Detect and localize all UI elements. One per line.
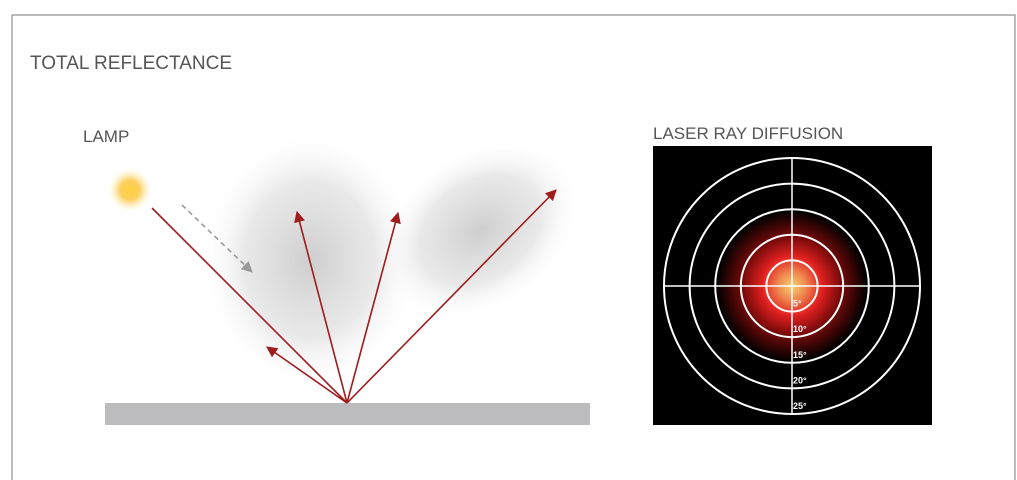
reflected-ray — [346, 211, 401, 404]
incident-direction — [181, 204, 253, 273]
haze — [378, 139, 582, 321]
ring-label: 25° — [793, 401, 807, 411]
panel-border — [11, 14, 1016, 480]
title: TOTAL REFLECTANCE — [30, 53, 232, 74]
incident-ray — [151, 207, 348, 404]
ring — [714, 208, 870, 364]
ring-label: 5° — [793, 299, 802, 309]
surface — [105, 403, 590, 425]
reflected-rays — [266, 189, 557, 404]
reflected-ray — [346, 189, 557, 404]
rings: 5° 10° 15° 20° 25° — [663, 157, 921, 415]
ring-label: 20° — [793, 375, 807, 385]
ring — [765, 259, 819, 313]
reflected-ray — [294, 210, 348, 404]
ring — [739, 233, 845, 339]
lamp — [108, 168, 152, 212]
ring — [688, 182, 896, 390]
ring-label: 10° — [793, 324, 807, 334]
laser-title: LASER RAY DIFFUSION — [653, 124, 843, 143]
lamp-label: LAMP — [83, 127, 129, 146]
reflected-ray — [266, 346, 348, 404]
ring-label: 15° — [793, 350, 807, 360]
ring — [663, 157, 921, 415]
